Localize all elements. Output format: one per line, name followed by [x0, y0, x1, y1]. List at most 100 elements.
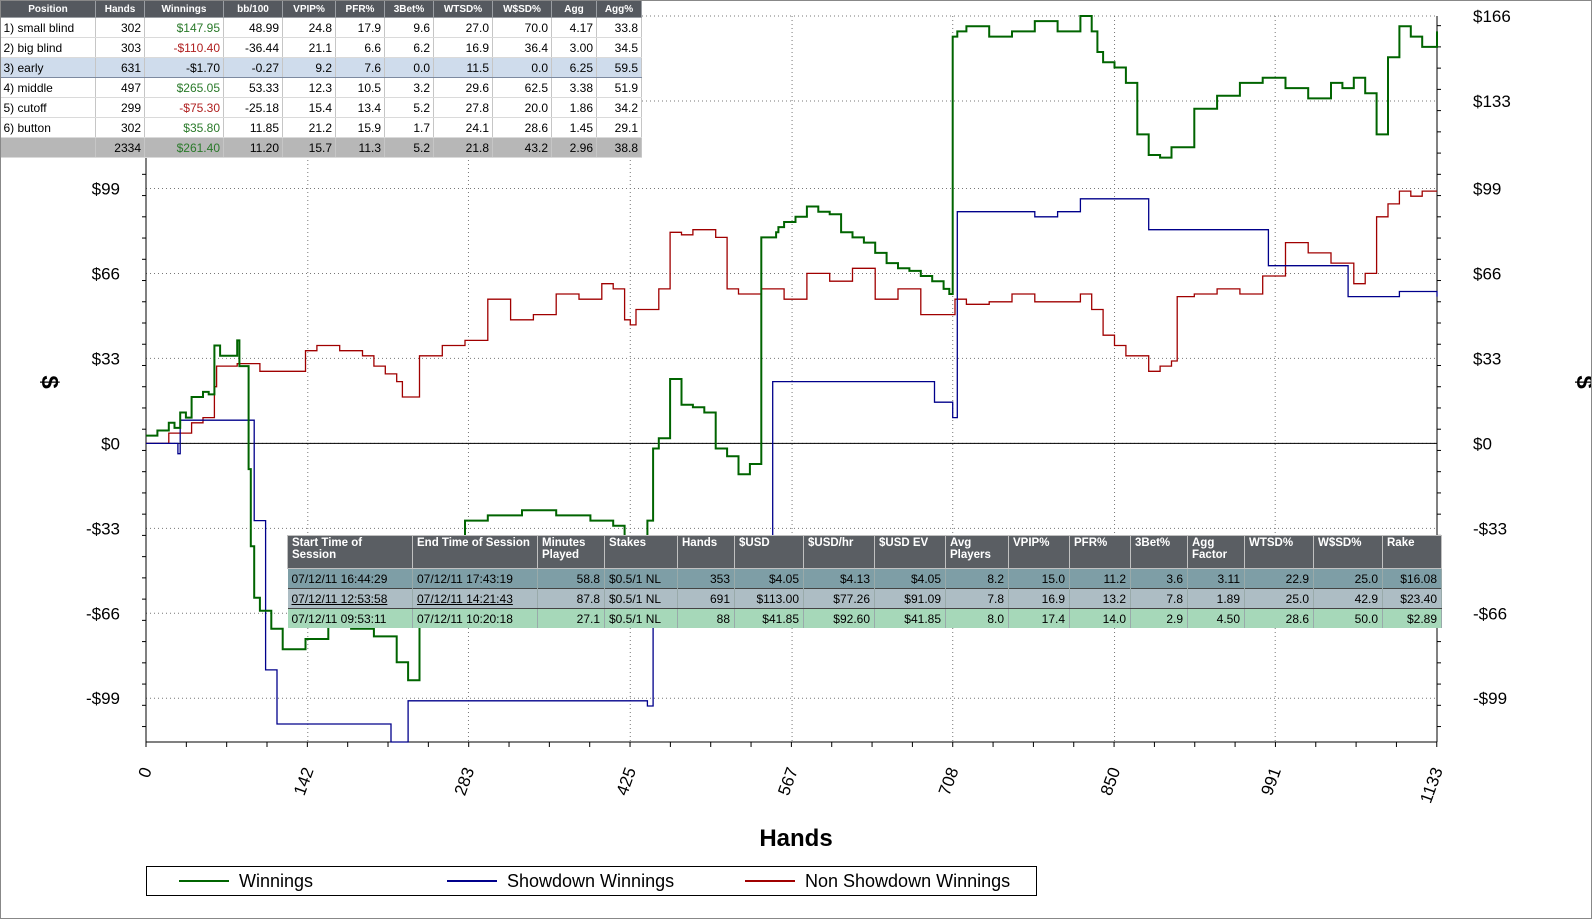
- position-cell: 20.0: [492, 97, 552, 118]
- y-tick-label-right: $133: [1473, 92, 1511, 111]
- session-cell: 4.50: [1187, 608, 1245, 628]
- position-cell: 12.3: [282, 77, 336, 98]
- session-row[interactable]: 07/12/11 12:53:58 07/12/11 14:21:43 87.8 $0…: [287, 588, 1442, 609]
- position-cell: 5) cutoff: [0, 97, 96, 118]
- position-cell: 497: [95, 77, 145, 98]
- session-cell: 353: [677, 568, 735, 589]
- position-col-header[interactable]: Position: [0, 0, 96, 18]
- session-col-header[interactable]: WTSD%: [1244, 535, 1314, 569]
- position-cell: 3.2: [384, 77, 434, 98]
- position-cell: 70.0: [492, 17, 552, 38]
- session-col-header[interactable]: Stakes: [604, 535, 678, 569]
- position-col-header[interactable]: Winnings: [144, 0, 224, 18]
- series-showdown-winnings: [146, 198, 1438, 743]
- series-layer: [146, 15, 1438, 743]
- position-cell: 6.25: [551, 57, 597, 78]
- session-col-header[interactable]: $USD: [734, 535, 804, 569]
- session-col-header[interactable]: Minutes Played: [537, 535, 605, 569]
- session-col-header[interactable]: VPIP%: [1008, 535, 1070, 569]
- session-cell: 7.8: [1130, 588, 1188, 609]
- position-row[interactable]: 1) small blind 302 $147.95 48.99 24.8 17.9 9.6…: [0, 17, 642, 38]
- session-col-header[interactable]: 3Bet%: [1130, 535, 1188, 569]
- position-table-header: Position Hands Winnings bb/100 VPIP% PFR% 3Bet…: [0, 0, 642, 18]
- position-col-header[interactable]: WTSD%: [433, 0, 493, 18]
- position-cell: 34.2: [596, 97, 642, 118]
- position-col-header[interactable]: 3Bet%: [384, 0, 434, 18]
- session-cell: $91.09: [874, 588, 946, 609]
- session-cell: $41.85: [874, 608, 946, 628]
- position-row[interactable]: 4) middle 497 $265.05 53.33 12.3 10.5 3.2 29.6 6…: [0, 77, 642, 98]
- position-cell: 1.45: [551, 117, 597, 138]
- position-cell: 10.5: [335, 77, 385, 98]
- session-cell: 07/12/11 10:20:18: [412, 608, 538, 628]
- session-col-header[interactable]: Start Time of Session: [287, 535, 413, 569]
- session-col-header[interactable]: PFR%: [1069, 535, 1131, 569]
- session-col-header[interactable]: $USD EV: [874, 535, 946, 569]
- position-cell: 24.8: [282, 17, 336, 38]
- position-row[interactable]: 5) cutoff 299 -$75.30 -25.18 15.4 13.4 5.2 27.8…: [0, 97, 642, 118]
- session-col-header[interactable]: Agg Factor: [1187, 535, 1245, 569]
- session-col-header[interactable]: $USD/hr: [803, 535, 875, 569]
- session-cell: 07/12/11 17:43:19: [412, 568, 538, 589]
- y-axis-title-left: $: [36, 375, 63, 389]
- position-col-header[interactable]: VPIP%: [282, 0, 336, 18]
- position-col-header[interactable]: W$SD%: [492, 0, 552, 18]
- position-cell: 1) small blind: [0, 17, 96, 38]
- position-row[interactable]: 3) early 631 -$1.70 -0.27 9.2 7.6 0.0 11.5 0.0 6.…: [0, 57, 642, 78]
- position-cell: 11.3: [335, 137, 385, 158]
- session-col-header[interactable]: End Time of Session: [412, 535, 538, 569]
- position-cell: -$110.40: [144, 37, 224, 58]
- position-row[interactable]: 6) button 302 $35.80 11.85 21.2 15.9 1.7 24.1 28…: [0, 117, 642, 138]
- position-cell: -$75.30: [144, 97, 224, 118]
- position-col-header[interactable]: Agg: [551, 0, 597, 18]
- session-row[interactable]: 07/12/11 09:53:11 07/12/11 10:20:18 27.1 $0…: [287, 608, 1442, 628]
- y-tick-label-right: -$33: [1473, 519, 1507, 538]
- session-col-header[interactable]: W$SD%: [1313, 535, 1383, 569]
- legend-swatch-non-showdown: [745, 880, 795, 882]
- position-cell: 17.9: [335, 17, 385, 38]
- position-col-header[interactable]: bb/100: [223, 0, 283, 18]
- position-cell: 48.99: [223, 17, 283, 38]
- session-cell: 7.8: [945, 588, 1009, 609]
- position-cell: 5.2: [384, 97, 434, 118]
- session-cell: 50.0: [1313, 608, 1383, 628]
- session-stats-table: Start Time of Session End Time of Session…: [287, 535, 1442, 628]
- x-axis-title: Hands: [759, 825, 832, 852]
- session-cell: $0.5/1 NL: [604, 588, 678, 609]
- session-cell: 13.2: [1069, 588, 1131, 609]
- position-total-row[interactable]: 2334 $261.40 11.20 15.7 11.3 5.2 21.8 43.2 2.96 3…: [0, 137, 642, 158]
- position-cell: 11.5: [433, 57, 493, 78]
- tick-labels: 0 142 283 425 567 708 850 991 1133 -$99 -$99 -$66 -$…: [82, 7, 1511, 806]
- position-col-header[interactable]: PFR%: [335, 0, 385, 18]
- session-cell: $113.00: [734, 588, 804, 609]
- session-cell: $4.05: [734, 568, 804, 589]
- y-tick-label-left: -$99: [86, 689, 120, 708]
- y-tick-label-left: $33: [92, 349, 120, 368]
- position-row[interactable]: 2) big blind 303 -$110.40 -36.44 21.1 6.6 6.2 1…: [0, 37, 642, 58]
- session-col-header[interactable]: Hands: [677, 535, 735, 569]
- position-cell: 11.85: [223, 117, 283, 138]
- position-cell: 13.4: [335, 97, 385, 118]
- position-cell: 3) early: [0, 57, 96, 78]
- session-cell: 42.9: [1313, 588, 1383, 609]
- session-col-header[interactable]: Avg Players: [945, 535, 1009, 569]
- session-cell: 16.9: [1008, 588, 1070, 609]
- position-cell: 62.5: [492, 77, 552, 98]
- position-cell: 2) big blind: [0, 37, 96, 58]
- y-tick-label-left: $66: [92, 264, 120, 283]
- session-cell: $92.60: [803, 608, 875, 628]
- position-cell: 27.8: [433, 97, 493, 118]
- position-col-header[interactable]: Agg%: [596, 0, 642, 18]
- session-col-header[interactable]: Rake: [1382, 535, 1442, 569]
- session-row[interactable]: 07/12/11 16:44:29 07/12/11 17:43:19 58.8 $0…: [287, 568, 1442, 589]
- session-cell: $77.26: [803, 588, 875, 609]
- position-cell: 15.4: [282, 97, 336, 118]
- position-col-header[interactable]: Hands: [95, 0, 145, 18]
- session-cell: 3.6: [1130, 568, 1188, 589]
- session-cell: 27.1: [537, 608, 605, 628]
- session-cell: 07/12/11 12:53:58: [287, 588, 413, 609]
- x-tick-label: 142: [290, 765, 318, 798]
- session-cell: 14.0: [1069, 608, 1131, 628]
- position-cell: 6) button: [0, 117, 96, 138]
- legend-swatch-showdown: [447, 880, 497, 882]
